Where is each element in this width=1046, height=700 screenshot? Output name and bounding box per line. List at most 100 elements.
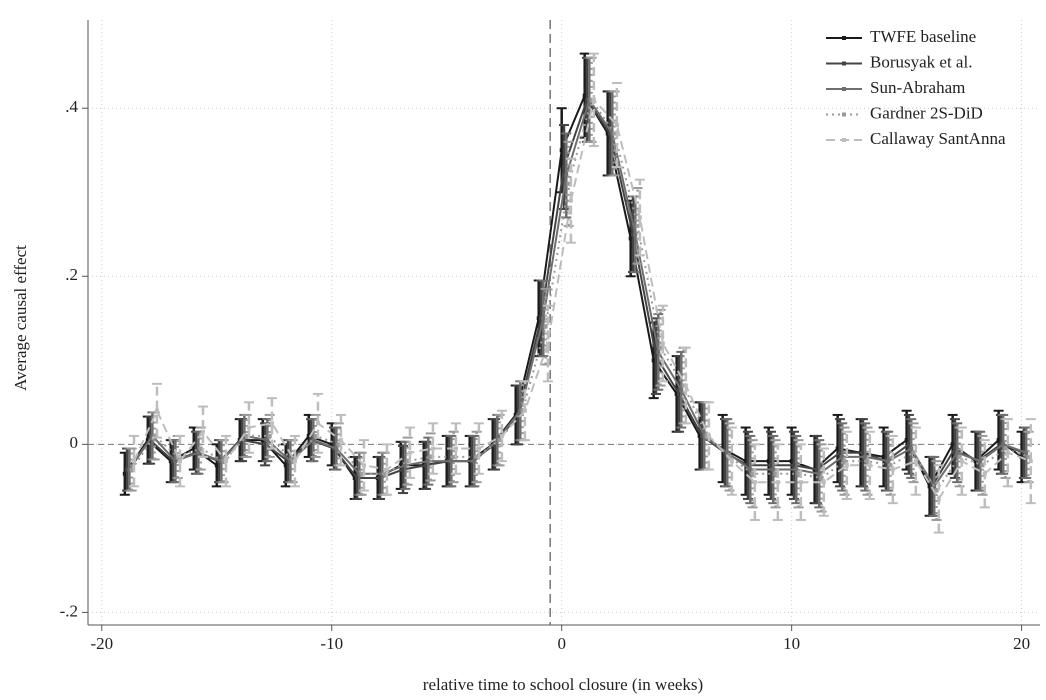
marker [336, 442, 341, 447]
marker [706, 433, 711, 438]
marker [605, 131, 610, 136]
marker [196, 450, 201, 455]
marker [564, 173, 569, 178]
y-axis-label: Average causal effect [11, 245, 30, 391]
marker [660, 341, 665, 346]
marker [904, 438, 909, 443]
legend-marker [842, 138, 846, 142]
marker [382, 471, 387, 476]
marker [865, 459, 870, 464]
marker [651, 358, 656, 363]
y-tick-label: -.2 [60, 601, 78, 620]
y-tick-label: 0 [70, 433, 79, 452]
marker [476, 446, 481, 451]
marker [814, 467, 819, 472]
marker [867, 463, 872, 468]
marker [401, 467, 406, 472]
marker [775, 480, 780, 485]
legend-marker [842, 61, 846, 66]
marker [630, 232, 635, 237]
marker [265, 438, 270, 443]
series-line [130, 97, 1029, 493]
marker [957, 454, 962, 459]
marker [835, 446, 840, 451]
marker [584, 97, 589, 102]
marker [403, 463, 408, 468]
marker [863, 454, 868, 459]
marker [936, 496, 941, 501]
marker [568, 198, 573, 203]
legend-label: Gardner 2S-DiD [870, 103, 983, 122]
marker [612, 131, 617, 136]
marker [1003, 446, 1008, 451]
marker [424, 463, 429, 468]
marker [1028, 459, 1033, 464]
marker [973, 459, 978, 464]
marker [789, 459, 794, 464]
marker [246, 425, 251, 430]
marker [334, 446, 339, 451]
marker [520, 408, 525, 413]
marker [398, 463, 403, 468]
marker [679, 387, 684, 392]
marker [198, 446, 203, 451]
marker [1026, 454, 1031, 459]
marker [338, 438, 343, 443]
marker [244, 433, 249, 438]
marker [177, 459, 182, 464]
marker [288, 459, 293, 464]
marker [952, 446, 957, 451]
marker [292, 459, 297, 464]
marker [559, 148, 564, 153]
marker [154, 408, 159, 413]
marker [635, 223, 640, 228]
marker [697, 433, 702, 438]
marker [909, 446, 914, 451]
marker [518, 408, 523, 413]
marker [628, 236, 633, 241]
marker [745, 463, 750, 468]
marker [127, 467, 132, 472]
marker [607, 131, 612, 136]
legend-marker [842, 36, 846, 40]
series-line [126, 97, 1025, 489]
marker [743, 459, 748, 464]
marker [451, 454, 456, 459]
marker [911, 450, 916, 455]
marker [656, 349, 661, 354]
marker [817, 471, 822, 476]
marker [1005, 450, 1010, 455]
marker [798, 480, 803, 485]
marker [750, 471, 755, 476]
marker [536, 316, 541, 321]
marker [495, 438, 500, 443]
marker [357, 471, 362, 476]
marker [543, 324, 548, 329]
marker [929, 484, 934, 489]
series-line [133, 97, 1032, 501]
marker [313, 433, 318, 438]
marker [407, 450, 412, 455]
marker [955, 450, 960, 455]
marker [472, 459, 477, 464]
marker [674, 391, 679, 396]
marker [837, 450, 842, 455]
marker [129, 467, 134, 472]
legend-label: Borusyak et al. [870, 52, 972, 71]
x-tick-label: 0 [557, 634, 566, 653]
marker [453, 446, 458, 451]
marker [950, 442, 955, 447]
marker [934, 488, 939, 493]
marker [913, 459, 918, 464]
series [124, 56, 1032, 517]
marker [589, 97, 594, 102]
legend-label: TWFE baseline [870, 27, 976, 46]
marker [150, 433, 155, 438]
marker [566, 181, 571, 186]
marker [355, 475, 360, 480]
marker [497, 438, 502, 443]
marker [522, 408, 527, 413]
marker [286, 459, 291, 464]
marker [131, 459, 136, 464]
marker [315, 421, 320, 426]
